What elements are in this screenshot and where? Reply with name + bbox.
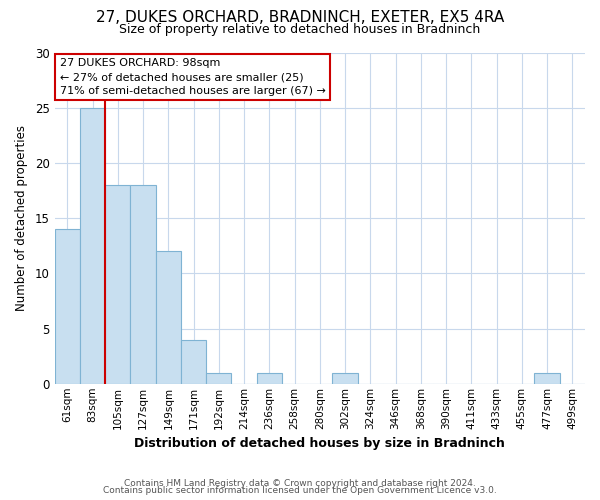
Bar [105, 185, 130, 384]
Bar [80, 108, 105, 384]
Bar [332, 372, 358, 384]
Text: 27, DUKES ORCHARD, BRADNINCH, EXETER, EX5 4RA: 27, DUKES ORCHARD, BRADNINCH, EXETER, EX… [96, 10, 504, 25]
Bar [206, 372, 232, 384]
Y-axis label: Number of detached properties: Number of detached properties [15, 125, 28, 311]
Bar [257, 372, 282, 384]
Text: Contains public sector information licensed under the Open Government Licence v3: Contains public sector information licen… [103, 486, 497, 495]
Bar [535, 372, 560, 384]
Text: 27 DUKES ORCHARD: 98sqm
← 27% of detached houses are smaller (25)
71% of semi-de: 27 DUKES ORCHARD: 98sqm ← 27% of detache… [60, 58, 326, 96]
Bar [155, 252, 181, 384]
X-axis label: Distribution of detached houses by size in Bradninch: Distribution of detached houses by size … [134, 437, 505, 450]
Text: Size of property relative to detached houses in Bradninch: Size of property relative to detached ho… [119, 22, 481, 36]
Text: Contains HM Land Registry data © Crown copyright and database right 2024.: Contains HM Land Registry data © Crown c… [124, 478, 476, 488]
Bar [55, 229, 80, 384]
Bar [181, 340, 206, 384]
Bar [130, 185, 155, 384]
